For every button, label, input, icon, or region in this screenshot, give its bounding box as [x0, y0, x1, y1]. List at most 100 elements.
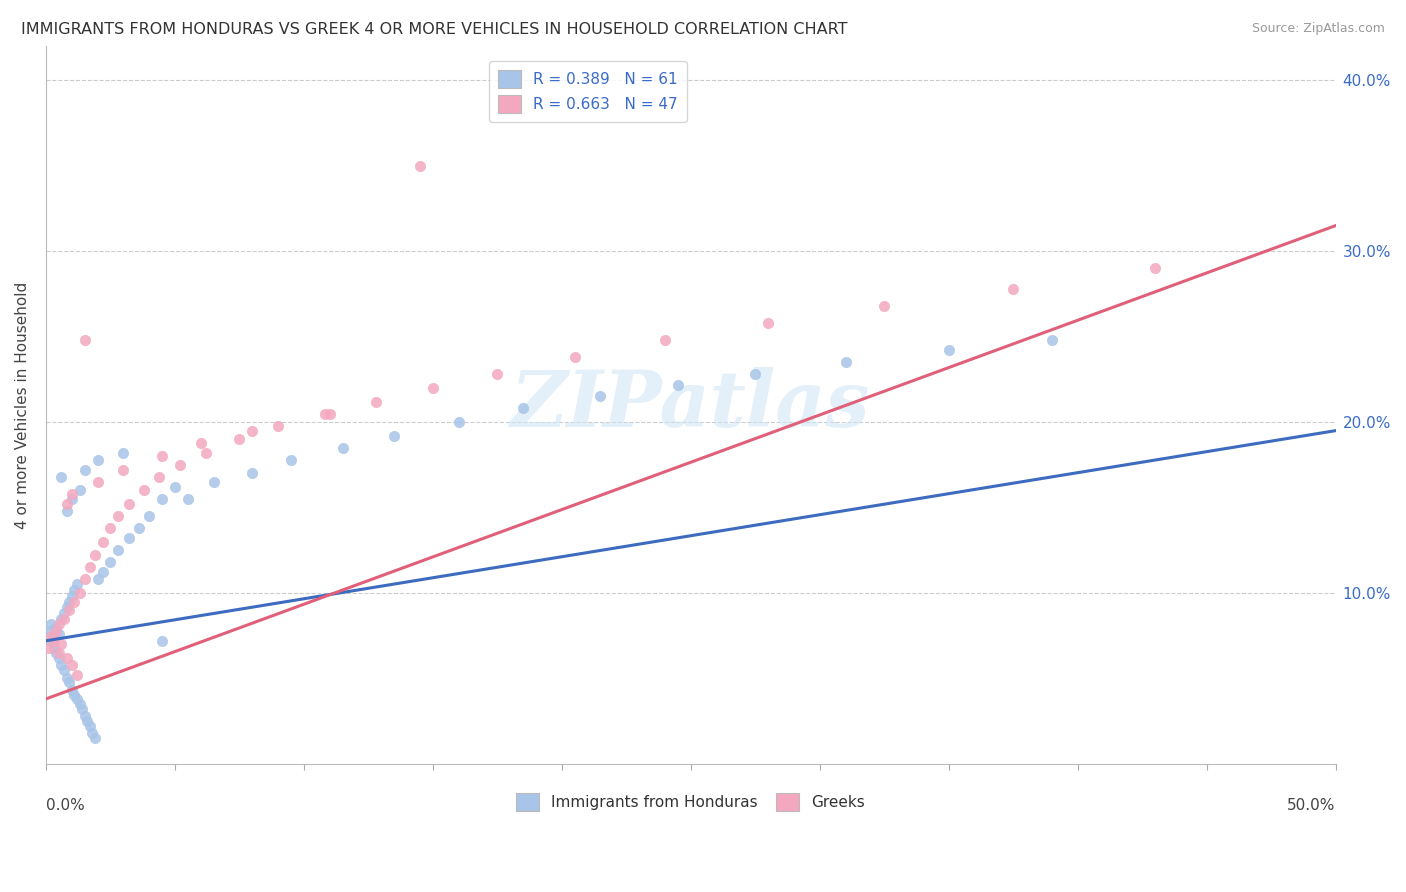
Point — [589, 389, 612, 403]
Point — [318, 407, 340, 421]
Point — [150, 450, 173, 464]
Point — [938, 343, 960, 358]
Point — [240, 424, 263, 438]
Point — [55, 599, 77, 614]
Point — [55, 672, 77, 686]
Point — [69, 483, 91, 498]
Point — [163, 480, 186, 494]
Point — [366, 394, 388, 409]
Point — [60, 683, 83, 698]
Point — [84, 549, 107, 563]
Point — [117, 531, 139, 545]
Text: Source: ZipAtlas.com: Source: ZipAtlas.com — [1251, 22, 1385, 36]
Point — [42, 629, 65, 643]
Point — [190, 435, 212, 450]
Point — [486, 368, 509, 382]
Point — [73, 463, 96, 477]
Point — [654, 333, 676, 347]
Point — [73, 333, 96, 347]
Point — [169, 458, 191, 472]
Point — [53, 611, 76, 625]
Point — [73, 572, 96, 586]
Point — [82, 726, 104, 740]
Point — [55, 497, 77, 511]
Point — [280, 452, 302, 467]
Point — [267, 418, 290, 433]
Point — [512, 401, 534, 416]
Text: 0.0%: 0.0% — [46, 798, 84, 814]
Point — [240, 467, 263, 481]
Point — [55, 651, 77, 665]
Point — [1143, 261, 1166, 276]
Point — [66, 668, 89, 682]
Point — [63, 594, 86, 608]
Point — [51, 637, 73, 651]
Point — [447, 415, 470, 429]
Point — [69, 697, 91, 711]
Point — [382, 429, 405, 443]
Point — [66, 577, 89, 591]
Point — [60, 590, 83, 604]
Point — [194, 446, 217, 460]
Point — [60, 487, 83, 501]
Point — [132, 483, 155, 498]
Point — [45, 646, 67, 660]
Point — [112, 446, 135, 460]
Point — [48, 651, 70, 665]
Point — [150, 633, 173, 648]
Point — [73, 709, 96, 723]
Point — [756, 316, 779, 330]
Point — [53, 607, 76, 621]
Point — [69, 586, 91, 600]
Point — [84, 731, 107, 746]
Point — [228, 432, 250, 446]
Point — [409, 159, 432, 173]
Point — [666, 377, 689, 392]
Point — [58, 603, 80, 617]
Point — [38, 640, 60, 655]
Point — [202, 475, 225, 489]
Point — [873, 299, 896, 313]
Text: ZIPatlas: ZIPatlas — [510, 367, 870, 443]
Point — [39, 633, 62, 648]
Point — [1040, 333, 1063, 347]
Point — [100, 521, 122, 535]
Point — [63, 689, 86, 703]
Point — [45, 624, 67, 638]
Point — [100, 555, 122, 569]
Point — [39, 629, 62, 643]
Point — [38, 624, 60, 638]
Point — [107, 509, 129, 524]
Point — [86, 475, 108, 489]
Point — [55, 504, 77, 518]
Point — [332, 441, 354, 455]
Point — [107, 543, 129, 558]
Point — [48, 616, 70, 631]
Point — [314, 407, 336, 421]
Point — [58, 594, 80, 608]
Point — [150, 491, 173, 506]
Point — [76, 714, 98, 728]
Point — [86, 452, 108, 467]
Point — [834, 355, 856, 369]
Point — [91, 566, 114, 580]
Point — [60, 491, 83, 506]
Point — [53, 663, 76, 677]
Point — [79, 560, 101, 574]
Point — [45, 620, 67, 634]
Point — [51, 611, 73, 625]
Point — [177, 491, 200, 506]
Point — [117, 497, 139, 511]
Point — [39, 616, 62, 631]
Point — [79, 719, 101, 733]
Point — [60, 657, 83, 672]
Point — [42, 640, 65, 655]
Point — [48, 627, 70, 641]
Point — [86, 572, 108, 586]
Point — [744, 368, 766, 382]
Y-axis label: 4 or more Vehicles in Household: 4 or more Vehicles in Household — [15, 281, 30, 529]
Point — [51, 657, 73, 672]
Point — [51, 470, 73, 484]
Point — [422, 381, 444, 395]
Text: 50.0%: 50.0% — [1286, 798, 1336, 814]
